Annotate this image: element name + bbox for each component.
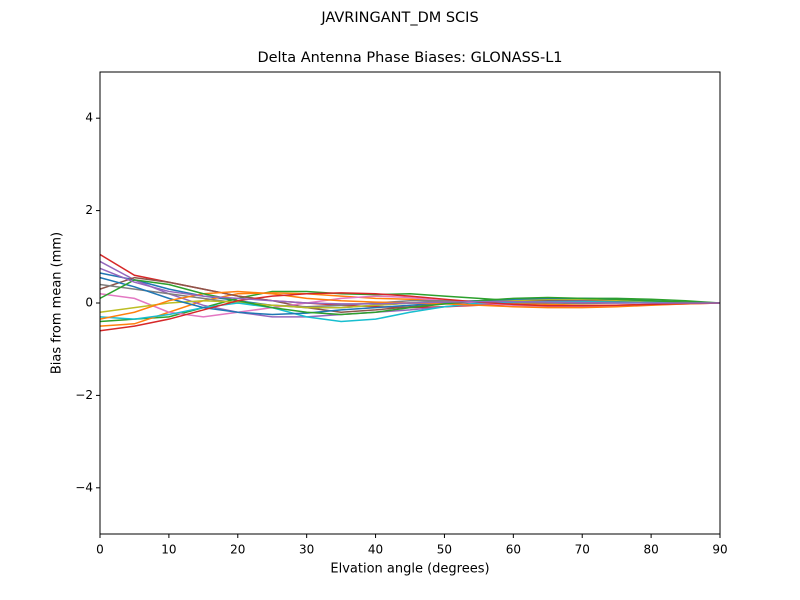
y-tick-label: 4 — [85, 111, 93, 125]
x-tick-label: 50 — [437, 543, 452, 557]
series-line — [99, 279, 721, 316]
y-tick-label: 2 — [85, 203, 93, 217]
plot-area — [99, 253, 721, 332]
series-line — [99, 292, 721, 332]
x-tick-label: 30 — [299, 543, 314, 557]
x-tick-label: 40 — [368, 543, 383, 557]
x-tick-label: 10 — [161, 543, 176, 557]
chart-subtitle: Delta Antenna Phase Biases: GLONASS-L1 — [257, 50, 562, 66]
x-tick-label: 60 — [506, 543, 521, 557]
series-line — [99, 267, 720, 305]
x-tick-label: 0 — [96, 543, 104, 557]
x-tick-label: 90 — [712, 543, 727, 557]
y-axis-label: Bias from mean (mm) — [50, 232, 65, 374]
y-tick-label: 0 — [85, 296, 93, 310]
x-tick-label: 20 — [230, 543, 245, 557]
x-axis-label: Elvation angle (degrees) — [330, 562, 489, 577]
x-tick-label: 70 — [575, 543, 590, 557]
series-line — [99, 260, 721, 318]
y-tick-label: −2 — [75, 388, 93, 402]
y-tick-label: −4 — [75, 480, 93, 494]
chart-title: JAVRINGANT_DM SCIS — [320, 10, 478, 26]
x-tick-label: 80 — [643, 543, 658, 557]
